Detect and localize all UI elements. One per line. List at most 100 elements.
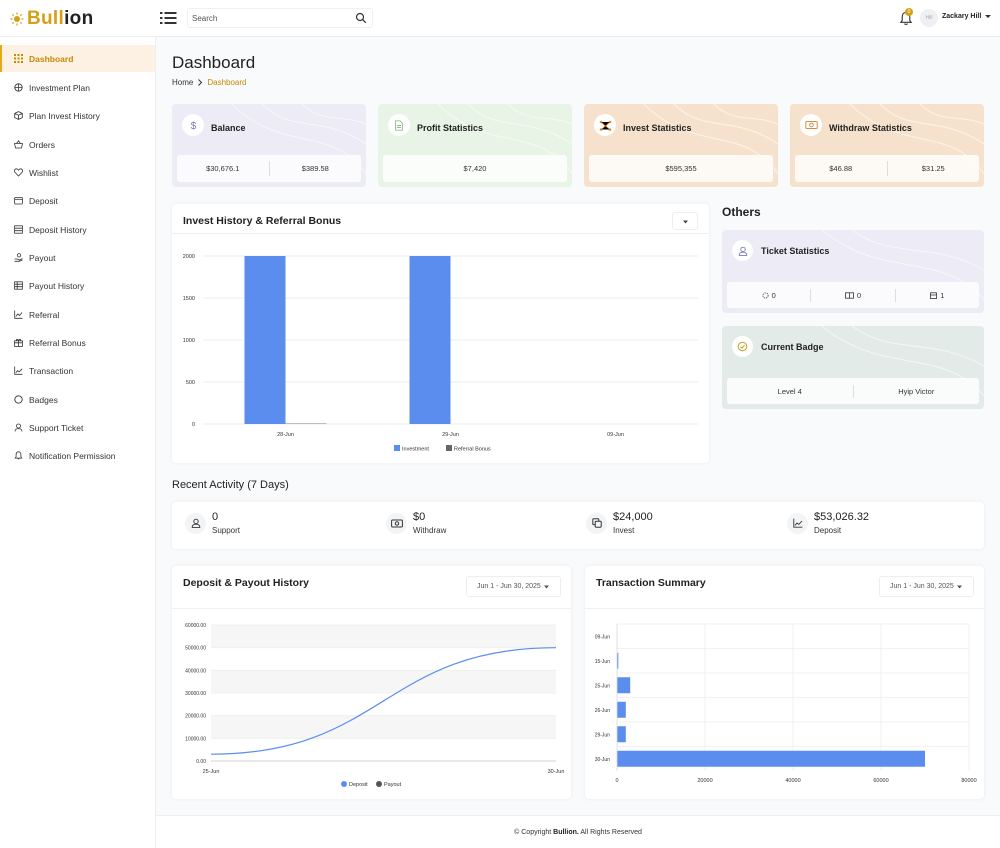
user-name[interactable]: Zackary Hill	[942, 13, 982, 20]
date-range-select[interactable]: Jun 1 - Jun 30, 2025	[466, 576, 561, 597]
avatar[interactable]: Hill	[920, 9, 938, 27]
bar	[617, 726, 626, 743]
cash-icon	[390, 519, 403, 527]
o-icon-wrap	[732, 240, 753, 261]
bar	[617, 652, 619, 669]
date-range-label: Jun 1 - Jun 30, 2025	[890, 583, 954, 590]
stat-title: Profit Statistics	[417, 123, 484, 133]
sidebar-item-notification-permission[interactable]: Notification Permission	[0, 442, 155, 469]
x-tick-label: 25-Jun	[203, 769, 220, 775]
sidebar-item-badges[interactable]: Badges	[0, 386, 155, 413]
activity-support: 0 Support	[185, 511, 240, 535]
menu-toggle-icon[interactable]	[160, 11, 177, 25]
caret-down-icon	[683, 220, 688, 224]
search-icon[interactable]	[355, 12, 367, 24]
logo[interactable]: Bullion	[10, 8, 94, 30]
badge-name: Hyip Victor	[898, 386, 935, 396]
sidebar-item-referral[interactable]: Referral	[0, 301, 155, 328]
deposit-line-chart: 0.00 10000.00 20000.00 30000.00 40000.00 5000…	[185, 623, 565, 788]
transaction-hbar-chart: 0 20000 40000 60000 80000 09-Jun 15-Jun 25-Jun 2…	[595, 623, 977, 784]
page-title: Dashboard	[172, 53, 256, 72]
stat-icon-wrap: $	[182, 114, 204, 136]
breadcrumb-home[interactable]: Home	[172, 78, 194, 87]
activity-value: $0	[413, 511, 426, 523]
sidebar-item-dashboard[interactable]: Dashboard	[0, 45, 155, 72]
y-tick-label: 30-Jun	[595, 757, 611, 763]
hand-coin-icon	[14, 253, 23, 262]
ticket-pending: 0	[727, 291, 810, 300]
x-tick-label: 60000	[873, 778, 888, 784]
chevron-right-icon	[198, 79, 203, 86]
list-icon	[14, 225, 23, 234]
box-stack-icon	[14, 83, 23, 92]
y-tick-label: 30000.00	[185, 691, 206, 697]
breadcrumb: Home Dashboard	[172, 78, 246, 87]
sidebar-item-deposit-history[interactable]: Deposit History	[0, 216, 155, 243]
activity-deposit: $53,026.32 Deposit	[787, 511, 869, 535]
sidebar-item-payout-history[interactable]: Payout History	[0, 272, 155, 299]
dollar-icon: $	[190, 121, 196, 131]
basket-icon	[14, 140, 23, 149]
sidebar-item-support-ticket[interactable]: Support Ticket	[0, 414, 155, 441]
sidebar-item-payout[interactable]: Payout	[0, 244, 155, 271]
x-tick-label: 09-Jun	[607, 432, 624, 438]
y-tick-label: 25-Jun	[595, 683, 611, 689]
x-tick-label: 40000	[785, 778, 800, 784]
stat-values: $595,355	[589, 155, 773, 182]
gift-icon	[14, 338, 23, 347]
stat-title: Balance	[211, 123, 246, 133]
sidebar-item-orders[interactable]: Orders	[0, 131, 155, 158]
date-range-select[interactable]: Jun 1 - Jun 30, 2025	[879, 576, 974, 597]
y-tick-label: 60000.00	[185, 623, 206, 629]
x-tick-label: 20000	[697, 778, 712, 784]
sidebar-item-label: Payout	[29, 252, 56, 263]
sidebar-item-wishlist[interactable]: Wishlist	[0, 159, 155, 186]
o-title: Ticket Statistics	[761, 246, 830, 256]
panel-title: Deposit & Payout History	[183, 577, 310, 589]
sidebar-item-plan-invest-history[interactable]: Plan Invest History	[0, 102, 155, 129]
footer: © Copyright Bullion. All Rights Reserved	[156, 815, 1000, 848]
y-tick-label: 0.00	[196, 759, 206, 765]
stat-values: $7,420	[383, 155, 567, 182]
ticket-value: 0	[856, 290, 862, 300]
stat-value: $7,420	[463, 164, 487, 173]
caret-down-icon[interactable]	[985, 15, 991, 18]
y-tick-label: 09-Jun	[595, 634, 611, 640]
search-input[interactable]	[188, 9, 348, 27]
headset-icon	[14, 423, 23, 432]
heart-icon	[14, 168, 23, 177]
act-icon-wrap	[386, 512, 407, 534]
chart-dropdown[interactable]	[672, 212, 698, 230]
grid-band	[211, 715, 556, 739]
sidebar-item-investment-plan[interactable]: Investment Plan	[0, 74, 155, 101]
x-tick-label: 29-Jun	[442, 432, 459, 438]
divider	[894, 288, 896, 302]
caret-down-icon	[543, 585, 549, 588]
legend-swatch	[341, 781, 347, 787]
sun-logo-icon	[10, 12, 24, 26]
trend-icon	[792, 518, 802, 528]
notification-badge: 0	[905, 8, 913, 16]
y-tick-label: 20000.00	[185, 714, 206, 720]
withdraw-statistics-card: Withdraw Statistics $46.88 $31.25	[790, 104, 984, 187]
y-tick-label: 500	[186, 380, 195, 386]
sidebar-item-label: Investment Plan	[29, 82, 90, 93]
transaction-summary-panel: Transaction Summary Jun 1 - Jun 30, 2025…	[585, 566, 984, 799]
grid-band	[211, 670, 556, 693]
stat-value: $389.58	[301, 164, 329, 173]
copy-icon	[591, 518, 602, 528]
y-tick-label: 15-Jun	[595, 659, 611, 665]
sidebar-item-label: Deposit	[29, 195, 58, 206]
sidebar-item-label: Referral Bonus	[29, 337, 86, 348]
sidebar-item-referral-bonus[interactable]: Referral Bonus	[0, 329, 155, 356]
sidebar-item-label: Wishlist	[29, 167, 59, 178]
sidebar-item-label: Support Ticket	[29, 422, 84, 433]
invest-history-panel: Invest History & Referral Bonus 0 500 1000…	[172, 204, 709, 463]
divider	[852, 384, 854, 398]
sidebar-item-label: Deposit History	[29, 224, 87, 235]
x-tick-label: 30-Jun	[548, 769, 565, 775]
sidebar-item-label: Plan Invest History	[29, 110, 100, 121]
panel-title: Transaction Summary	[596, 577, 706, 589]
sidebar-item-transaction[interactable]: Transaction	[0, 357, 155, 384]
sidebar-item-deposit[interactable]: Deposit	[0, 187, 155, 214]
